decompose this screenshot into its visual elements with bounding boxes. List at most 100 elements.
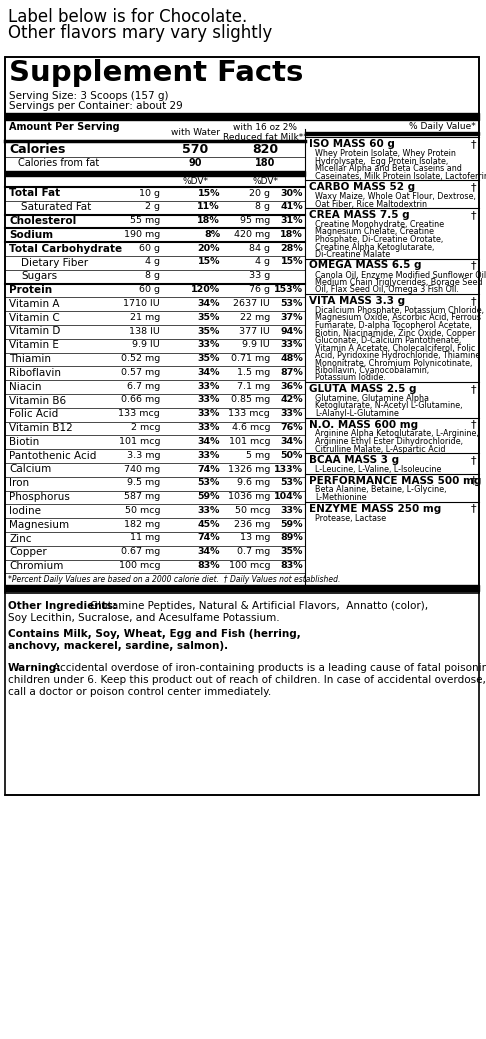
- Text: 37%: 37%: [280, 313, 303, 322]
- Text: 1710 IU: 1710 IU: [123, 299, 160, 308]
- Text: CARBO MASS 52 g: CARBO MASS 52 g: [309, 182, 415, 192]
- Text: 53%: 53%: [280, 478, 303, 487]
- Text: PERFORMANCE MASS 500 mg: PERFORMANCE MASS 500 mg: [309, 476, 481, 485]
- Text: †: †: [470, 420, 476, 429]
- Text: 100 mcg: 100 mcg: [119, 561, 160, 570]
- Text: 33%: 33%: [198, 409, 220, 419]
- Text: 0.52 mg: 0.52 mg: [121, 354, 160, 363]
- Text: GLUTA MASS 2.5 g: GLUTA MASS 2.5 g: [309, 384, 417, 394]
- Text: 33%: 33%: [198, 341, 220, 349]
- Text: Beta Alanine, Betaine, L-Glycine,: Beta Alanine, Betaine, L-Glycine,: [315, 485, 447, 495]
- Text: †: †: [470, 384, 476, 394]
- Text: Glutamine, Glutamine Alpha: Glutamine, Glutamine Alpha: [315, 394, 429, 403]
- Text: Magnesium: Magnesium: [9, 520, 69, 530]
- Text: Potassium Iodide.: Potassium Iodide.: [315, 373, 386, 382]
- Text: 59%: 59%: [280, 520, 303, 529]
- Text: N.O. MASS 600 mg: N.O. MASS 600 mg: [309, 420, 418, 429]
- Text: 9.5 mg: 9.5 mg: [127, 478, 160, 487]
- Text: 89%: 89%: [280, 533, 303, 542]
- Text: Vitamin B6: Vitamin B6: [9, 396, 66, 405]
- Bar: [5, 57, 479, 593]
- Text: Whey Protein Isolate, Whey Protein: Whey Protein Isolate, Whey Protein: [315, 149, 456, 158]
- Text: 35%: 35%: [280, 548, 303, 556]
- Text: Zinc: Zinc: [9, 533, 32, 543]
- Text: 53%: 53%: [198, 478, 220, 487]
- Text: 87%: 87%: [280, 368, 303, 377]
- Text: OMEGA MASS 6.5 g: OMEGA MASS 6.5 g: [309, 261, 421, 270]
- Text: Dicalcium Phosphate, Potassium Chloride,: Dicalcium Phosphate, Potassium Chloride,: [315, 307, 484, 315]
- Text: ENZYME MASS 250 mg: ENZYME MASS 250 mg: [309, 504, 441, 513]
- Text: 1.5 mg: 1.5 mg: [237, 368, 270, 377]
- Text: 83%: 83%: [197, 561, 220, 570]
- Text: anchovy, mackerel, sardine, salmon).: anchovy, mackerel, sardine, salmon).: [8, 641, 228, 651]
- Text: Label below is for Chocolate.: Label below is for Chocolate.: [8, 8, 247, 26]
- Text: Calcium: Calcium: [9, 464, 51, 475]
- Text: †: †: [470, 476, 476, 485]
- Text: 8 g: 8 g: [145, 271, 160, 281]
- Text: 33%: 33%: [198, 396, 220, 404]
- Text: 101 mcg: 101 mcg: [228, 437, 270, 446]
- Text: 33%: 33%: [198, 451, 220, 459]
- Text: 20%: 20%: [197, 244, 220, 252]
- Text: 120%: 120%: [191, 285, 220, 294]
- Text: 420 mg: 420 mg: [234, 230, 270, 239]
- Text: 4 g: 4 g: [145, 258, 160, 266]
- Text: 0.85 mg: 0.85 mg: [231, 396, 270, 404]
- Text: 5 mg: 5 mg: [246, 451, 270, 459]
- Text: Vitamin C: Vitamin C: [9, 313, 60, 323]
- Bar: [5, 57, 479, 795]
- Text: Thiamin: Thiamin: [9, 354, 51, 364]
- Text: 84 g: 84 g: [249, 244, 270, 252]
- Text: Glutamine Peptides, Natural & Artificial Flavors,  Annatto (color),: Glutamine Peptides, Natural & Artificial…: [90, 602, 428, 611]
- Text: 41%: 41%: [280, 203, 303, 211]
- Text: Contains Milk, Soy, Wheat, Egg and Fish (herring,: Contains Milk, Soy, Wheat, Egg and Fish …: [8, 630, 301, 639]
- Text: 377 IU: 377 IU: [239, 326, 270, 336]
- Text: 34%: 34%: [197, 368, 220, 377]
- Text: Magnesium Oxide, Ascorbic Acid, Ferrous: Magnesium Oxide, Ascorbic Acid, Ferrous: [315, 314, 481, 322]
- Text: 60 g: 60 g: [139, 285, 160, 294]
- Text: Medium Chain Triglycerides, Borage Seed: Medium Chain Triglycerides, Borage Seed: [315, 278, 483, 287]
- Text: 9.6 mg: 9.6 mg: [237, 478, 270, 487]
- Text: 133 mcg: 133 mcg: [228, 409, 270, 419]
- Text: with 16 oz 2%
Reduced fat Milk**: with 16 oz 2% Reduced fat Milk**: [223, 123, 307, 142]
- Text: children under 6. Keep this product out of reach of children. In case of acciden: children under 6. Keep this product out …: [8, 675, 486, 686]
- Text: 11 mg: 11 mg: [130, 533, 160, 542]
- Text: Hydrolysate,  Egg Protein Isolate,: Hydrolysate, Egg Protein Isolate,: [315, 157, 448, 165]
- Text: Waxy Maize, Whole Oat Flour, Dextrose,: Waxy Maize, Whole Oat Flour, Dextrose,: [315, 192, 476, 201]
- Text: Chromium: Chromium: [9, 561, 63, 571]
- Text: 9.9 IU: 9.9 IU: [132, 341, 160, 349]
- Text: Accidental overdose of iron-containing products is a leading cause of fatal pois: Accidental overdose of iron-containing p…: [53, 663, 486, 673]
- Text: Protein: Protein: [9, 285, 52, 295]
- Text: Calories: Calories: [9, 143, 66, 156]
- Text: †: †: [470, 296, 476, 307]
- Text: Pantothenic Acid: Pantothenic Acid: [9, 451, 96, 460]
- Text: 48%: 48%: [280, 354, 303, 363]
- Text: Vitamin E: Vitamin E: [9, 341, 59, 350]
- Text: 6.7 mg: 6.7 mg: [127, 381, 160, 391]
- Text: Biotin: Biotin: [9, 437, 39, 447]
- Text: 36%: 36%: [280, 381, 303, 391]
- Text: 35%: 35%: [198, 313, 220, 322]
- Text: 34%: 34%: [280, 437, 303, 446]
- Text: Acid, Pyridoxine Hydrochloride, Thiamine: Acid, Pyridoxine Hydrochloride, Thiamine: [315, 351, 480, 359]
- Text: 4 g: 4 g: [255, 258, 270, 266]
- Text: 21 mg: 21 mg: [130, 313, 160, 322]
- Text: Protease, Lactase: Protease, Lactase: [315, 513, 386, 523]
- Text: 133 mcg: 133 mcg: [118, 409, 160, 419]
- Text: †: †: [470, 182, 476, 192]
- Text: Ribollavin, Cyanocobalamin,: Ribollavin, Cyanocobalamin,: [315, 366, 429, 375]
- Text: 28%: 28%: [280, 244, 303, 252]
- Text: 0.66 mg: 0.66 mg: [121, 396, 160, 404]
- Text: Iodine: Iodine: [9, 506, 41, 516]
- Text: 101 mcg: 101 mcg: [119, 437, 160, 446]
- Text: 74%: 74%: [197, 533, 220, 542]
- Text: L-Methionine: L-Methionine: [315, 492, 366, 502]
- Text: Fumarate, D-alpha Tocopherol Acetate,: Fumarate, D-alpha Tocopherol Acetate,: [315, 321, 472, 330]
- Text: Arginine Alpha Ketoglutarate, L-Arginine,: Arginine Alpha Ketoglutarate, L-Arginine…: [315, 429, 479, 438]
- Text: 50 mcg: 50 mcg: [235, 506, 270, 515]
- Text: †: †: [470, 261, 476, 270]
- Text: BCAA MASS 3 g: BCAA MASS 3 g: [309, 455, 399, 465]
- Text: Micellar Alpha and Beta Caseins and: Micellar Alpha and Beta Caseins and: [315, 164, 462, 174]
- Text: 20 g: 20 g: [249, 188, 270, 197]
- Text: Folic Acid: Folic Acid: [9, 409, 58, 420]
